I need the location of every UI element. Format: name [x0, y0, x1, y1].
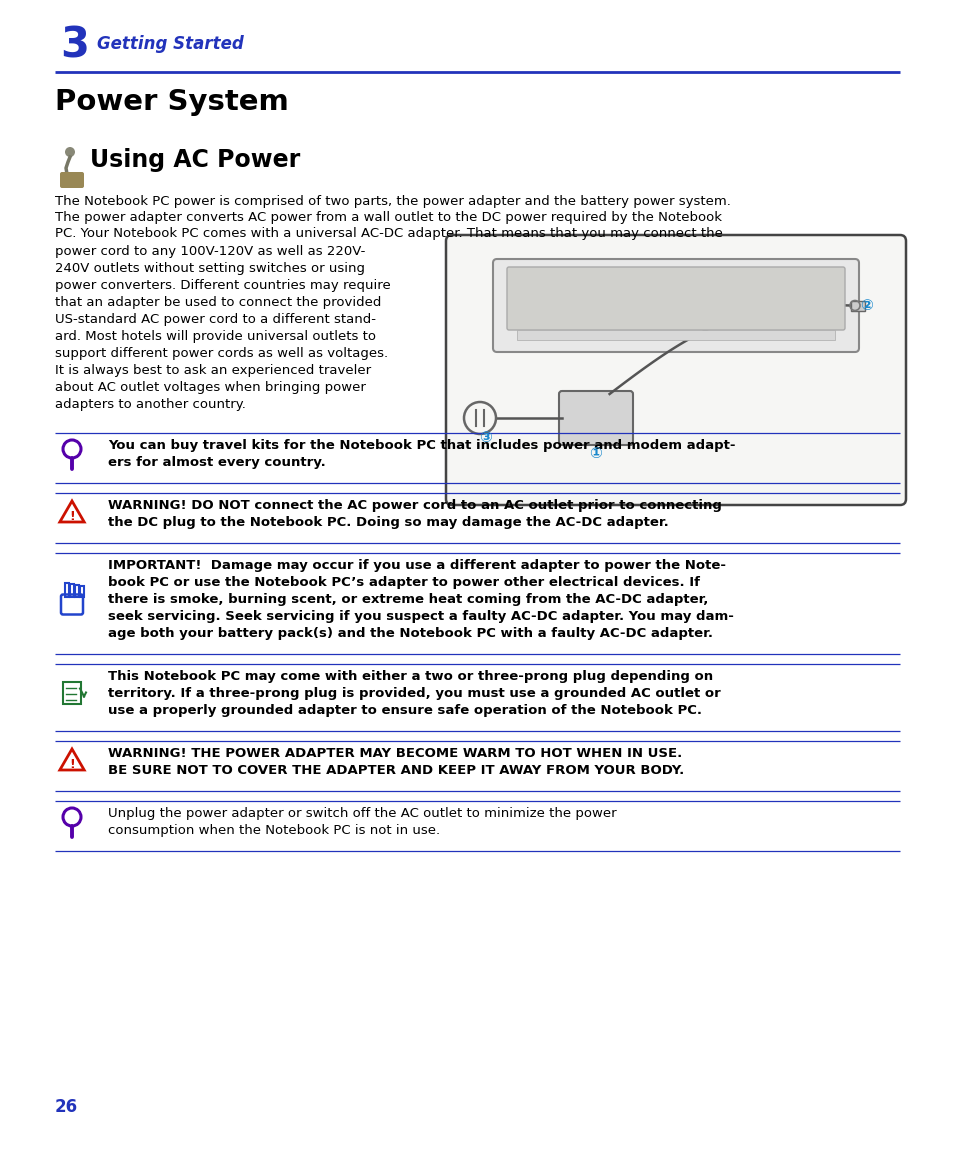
- Text: This Notebook PC may come with either a two or three-prong plug depending on: This Notebook PC may come with either a …: [108, 670, 713, 683]
- Bar: [63, 681, 81, 703]
- FancyBboxPatch shape: [60, 172, 84, 188]
- Text: WARNING! DO NOT connect the AC power cord to an AC outlet prior to connecting: WARNING! DO NOT connect the AC power cor…: [108, 499, 721, 512]
- FancyBboxPatch shape: [506, 267, 844, 330]
- Text: consumption when the Notebook PC is not in use.: consumption when the Notebook PC is not …: [108, 824, 439, 836]
- Text: power cord to any 100V-120V as well as 220V-: power cord to any 100V-120V as well as 2…: [55, 245, 365, 259]
- Text: Getting Started: Getting Started: [97, 34, 244, 53]
- Text: power converters. Different countries may require: power converters. Different countries ma…: [55, 279, 391, 292]
- Bar: [517, 330, 834, 340]
- Text: BE SURE NOT TO COVER THE ADAPTER AND KEEP IT AWAY FROM YOUR BODY.: BE SURE NOT TO COVER THE ADAPTER AND KEE…: [108, 764, 683, 777]
- Text: ③: ③: [479, 430, 492, 445]
- Text: You can buy travel kits for the Notebook PC that includes power and modem adapt-: You can buy travel kits for the Notebook…: [108, 439, 735, 452]
- Text: !: !: [69, 757, 74, 771]
- Text: US-standard AC power cord to a different stand-: US-standard AC power cord to a different…: [55, 313, 375, 326]
- Circle shape: [65, 147, 75, 157]
- Bar: [850, 301, 864, 310]
- Text: The power adapter converts AC power from a wall outlet to the DC power required : The power adapter converts AC power from…: [55, 211, 721, 224]
- Text: use a properly grounded adapter to ensure safe operation of the Notebook PC.: use a properly grounded adapter to ensur…: [108, 704, 701, 717]
- Text: IMPORTANT!  Damage may occur if you use a different adapter to power the Note-: IMPORTANT! Damage may occur if you use a…: [108, 560, 725, 572]
- Text: territory. If a three-prong plug is provided, you must use a grounded AC outlet : territory. If a three-prong plug is prov…: [108, 687, 720, 700]
- Bar: [80, 586, 84, 596]
- Bar: [65, 583, 69, 596]
- Text: WARNING! THE POWER ADAPTER MAY BECOME WARM TO HOT WHEN IN USE.: WARNING! THE POWER ADAPTER MAY BECOME WA…: [108, 747, 681, 759]
- Text: It is always best to ask an experienced traveler: It is always best to ask an experienced …: [55, 364, 371, 377]
- Bar: [75, 585, 79, 596]
- Text: ①: ①: [589, 446, 601, 461]
- Text: support different power cords as well as voltages.: support different power cords as well as…: [55, 347, 388, 360]
- Text: age both your battery pack(s) and the Notebook PC with a faulty AC-DC adapter.: age both your battery pack(s) and the No…: [108, 627, 712, 640]
- Text: Using AC Power: Using AC Power: [90, 148, 300, 172]
- Text: PC. Your Notebook PC comes with a universal AC-DC adapter. That means that you m: PC. Your Notebook PC comes with a univer…: [55, 228, 722, 240]
- Text: there is smoke, burning scent, or extreme heat coming from the AC-DC adapter,: there is smoke, burning scent, or extrem…: [108, 593, 708, 606]
- Text: seek servicing. Seek servicing if you suspect a faulty AC-DC adapter. You may da: seek servicing. Seek servicing if you su…: [108, 610, 733, 623]
- Bar: [70, 584, 74, 596]
- Text: ers for almost every country.: ers for almost every country.: [108, 456, 325, 469]
- Text: 26: 26: [55, 1098, 78, 1116]
- Text: Unplug the power adapter or switch off the AC outlet to minimize the power: Unplug the power adapter or switch off t…: [108, 807, 616, 820]
- Text: the DC plug to the Notebook PC. Doing so may damage the AC-DC adapter.: the DC plug to the Notebook PC. Doing so…: [108, 516, 668, 529]
- Text: 3: 3: [60, 25, 89, 67]
- Text: 240V outlets without setting switches or using: 240V outlets without setting switches or…: [55, 262, 365, 275]
- Text: ②: ②: [860, 299, 873, 314]
- Text: Power System: Power System: [55, 88, 289, 116]
- Text: adapters to another country.: adapters to another country.: [55, 398, 246, 411]
- Text: that an adapter be used to connect the provided: that an adapter be used to connect the p…: [55, 296, 381, 309]
- Text: about AC outlet voltages when bringing power: about AC outlet voltages when bringing p…: [55, 381, 366, 394]
- Text: book PC or use the Notebook PC’s adapter to power other electrical devices. If: book PC or use the Notebook PC’s adapter…: [108, 576, 700, 589]
- Text: !: !: [69, 509, 74, 523]
- FancyBboxPatch shape: [558, 391, 633, 445]
- Text: The Notebook PC power is comprised of two parts, the power adapter and the batte: The Notebook PC power is comprised of tw…: [55, 195, 730, 208]
- Text: ard. Most hotels will provide universal outlets to: ard. Most hotels will provide universal …: [55, 330, 375, 344]
- FancyBboxPatch shape: [493, 259, 858, 352]
- FancyBboxPatch shape: [446, 236, 905, 506]
